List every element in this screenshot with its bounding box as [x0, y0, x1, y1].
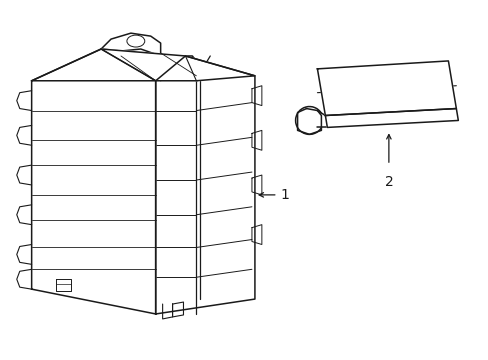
Polygon shape — [325, 109, 457, 127]
Polygon shape — [32, 49, 155, 314]
Text: 2: 2 — [384, 175, 392, 189]
Text: 1: 1 — [280, 188, 289, 202]
Polygon shape — [32, 41, 254, 314]
Polygon shape — [155, 56, 254, 314]
Polygon shape — [317, 61, 455, 116]
Polygon shape — [32, 49, 254, 81]
